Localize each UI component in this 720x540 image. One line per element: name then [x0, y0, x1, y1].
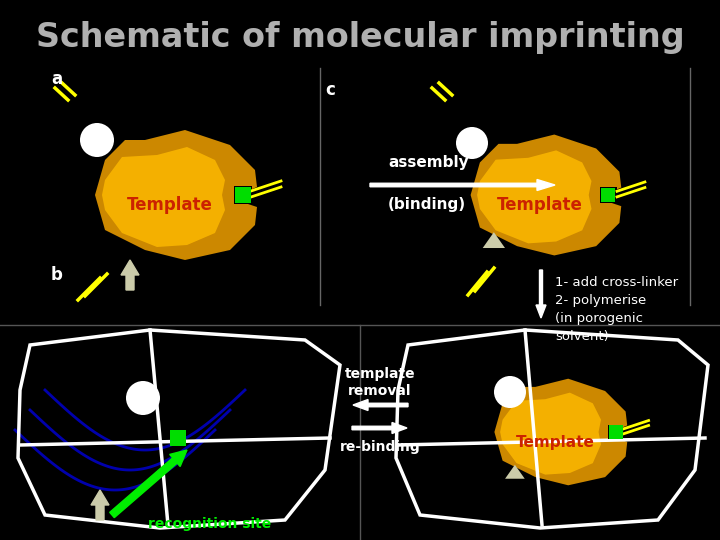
Polygon shape [471, 134, 621, 255]
Bar [600, 187, 616, 202]
Bar [235, 187, 251, 203]
Text: recognition site: recognition site [148, 517, 271, 531]
Polygon shape [482, 232, 505, 248]
Text: Template: Template [497, 196, 583, 214]
Text: c: c [325, 81, 335, 99]
Polygon shape [95, 130, 257, 260]
FancyArrow shape [121, 260, 139, 290]
Text: a: a [51, 70, 62, 88]
FancyArrow shape [109, 450, 187, 518]
Polygon shape [500, 393, 601, 475]
FancyArrow shape [352, 422, 407, 434]
Text: 1- add cross-linker
2- polymerise
(in porogenic
solvent): 1- add cross-linker 2- polymerise (in po… [555, 276, 678, 343]
Bar [609, 426, 623, 438]
Polygon shape [495, 379, 627, 485]
Text: template
removal: template removal [345, 367, 415, 398]
Circle shape [494, 376, 526, 408]
Polygon shape [102, 147, 225, 247]
Text: b: b [50, 266, 62, 284]
FancyArrow shape [91, 490, 109, 520]
Bar [170, 430, 186, 446]
Circle shape [126, 381, 160, 415]
Circle shape [80, 123, 114, 157]
FancyArrow shape [370, 179, 555, 191]
Polygon shape [505, 465, 525, 479]
Text: Template: Template [516, 435, 595, 449]
Text: (binding): (binding) [388, 198, 466, 213]
FancyArrow shape [353, 400, 408, 410]
Bar [600, 187, 616, 204]
Bar [608, 424, 623, 440]
Circle shape [456, 127, 488, 159]
FancyArrow shape [536, 270, 546, 318]
Polygon shape [477, 150, 592, 244]
Text: Schematic of molecular imprinting: Schematic of molecular imprinting [36, 22, 684, 55]
Text: assembly: assembly [388, 154, 469, 170]
Text: Template: Template [127, 196, 213, 214]
Bar [234, 186, 252, 204]
Text: re-binding: re-binding [340, 440, 420, 454]
